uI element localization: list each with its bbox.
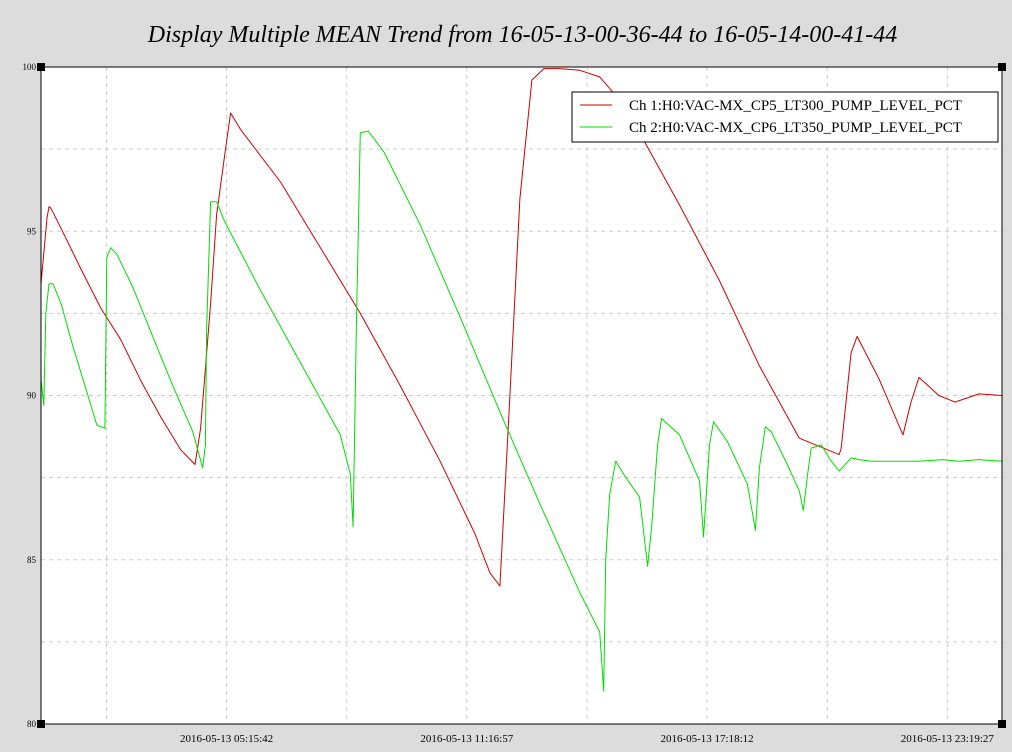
legend-label-ch1: Ch 1:H0:VAC-MX_CP5_LT300_PUMP_LEVEL_PCT [629, 98, 962, 114]
legend-label-ch2: Ch 2:H0:VAC-MX_CP6_LT350_PUMP_LEVEL_PCT [629, 120, 962, 136]
corner-handle-top-right[interactable] [998, 63, 1006, 71]
x-tick-label: 2016-05-13 11:16:57 [420, 733, 513, 745]
corner-handle-top-left[interactable] [37, 63, 45, 71]
plot-frame [40, 66, 1003, 725]
series-line-ch2 [40, 130, 1003, 692]
tick-labels: 80 85 90 95 100 2016-05-13 05:15:42 2016-05-13… [23, 62, 995, 745]
y-tick-label: 90 [27, 391, 37, 401]
y-tick-label: 100 [23, 62, 37, 72]
y-tick-label: 80 [27, 719, 37, 729]
corner-handle-bottom-left[interactable] [37, 720, 45, 728]
y-tick-label: 85 [27, 555, 37, 565]
legend: Ch 1:H0:VAC-MX_CP5_LT300_PUMP_LEVEL_PCT … [571, 91, 999, 143]
series-lines [40, 68, 1003, 692]
x-tick-label: 2016-05-13 17:18:12 [660, 733, 753, 745]
y-tick-label: 95 [27, 226, 37, 236]
grid-lines [41, 67, 1002, 724]
x-tick-label: 2016-05-13 05:15:42 [180, 733, 273, 745]
x-tick-label: 2016-05-13 23:19:27 [901, 733, 995, 745]
corner-handles[interactable] [37, 63, 1006, 728]
corner-handle-bottom-right[interactable] [998, 720, 1006, 728]
chart-title: Display Multiple MEAN Trend from 16-05-1… [147, 22, 898, 48]
series-line-ch1 [40, 68, 1003, 587]
legend-box [571, 91, 999, 143]
